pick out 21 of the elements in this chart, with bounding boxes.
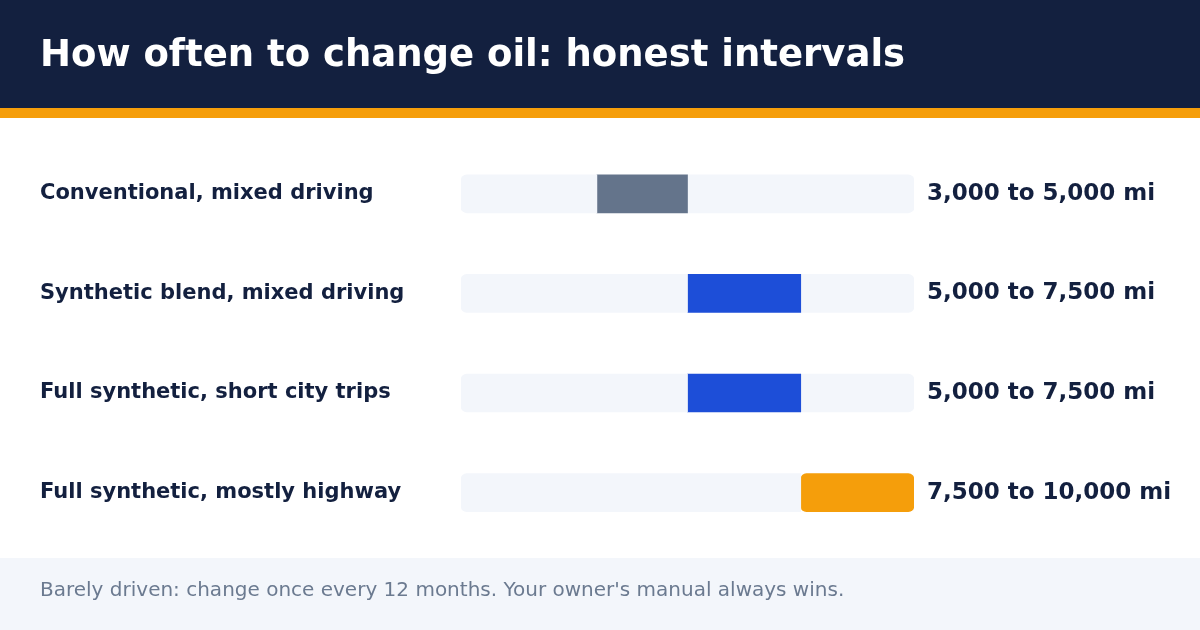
bar [461,274,688,313]
text: 3,000 to 5,000 mi [927,178,1156,205]
y-tick-label: Conventional, mixed driving [40,180,374,205]
bar [800,274,914,313]
y-tick-label: Full synthetic, mostly highway [40,479,402,504]
bar [687,174,914,214]
bar [800,473,914,512]
bar [461,373,688,413]
bar [687,274,802,313]
text: 7,500 to 10,000 mi [927,477,1172,504]
text: Barely driven: change once every 12 months. Your owner's manual always wins. [0,558,1200,630]
chart-title: How often to change oil: honest intervals [0,0,1200,108]
bar [800,373,914,413]
bar [687,373,802,413]
text: 5,000 to 7,500 mi [927,377,1156,404]
bar [461,174,598,214]
y-tick-label: Full synthetic, short city trips [40,379,391,404]
bar [596,174,688,214]
bar [461,473,802,512]
y-tick-label: Synthetic blend, mixed driving [40,279,405,304]
text: 5,000 to 7,500 mi [927,278,1156,305]
